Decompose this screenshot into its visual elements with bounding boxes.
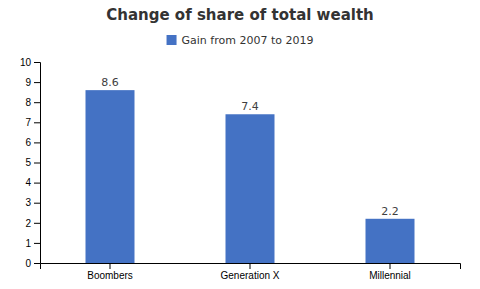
x-tick-mark bbox=[110, 263, 111, 269]
data-labels: 8.6 7.4 2.2 bbox=[101, 76, 399, 218]
title: Change of share of total wealth bbox=[106, 6, 374, 24]
y-axis: 0 1 2 3 4 5 6 7 8 9 10 bbox=[20, 57, 41, 269]
bar bbox=[366, 219, 415, 263]
y-tick-mark bbox=[34, 223, 40, 224]
plot: 0 1 2 3 4 5 6 7 8 9 10 Boombers Generation X Millenni… bbox=[20, 57, 461, 281]
legend-item: Gain from 2007 to 2019 bbox=[167, 34, 314, 47]
y-tick-label: 5 bbox=[25, 157, 31, 168]
data-label: 7.4 bbox=[241, 100, 259, 113]
y-tick-mark bbox=[34, 62, 40, 63]
y-tick: 0 bbox=[25, 258, 40, 269]
y-tick-label: 7 bbox=[25, 117, 31, 128]
y-tick: 3 bbox=[25, 197, 40, 208]
y-tick-label: 6 bbox=[25, 137, 31, 148]
legend-swatch bbox=[167, 35, 177, 45]
y-tick-label: 10 bbox=[20, 57, 32, 68]
x-tick: Boombers bbox=[87, 263, 133, 281]
y-tick-mark bbox=[34, 122, 40, 123]
y-tick-mark bbox=[34, 163, 40, 164]
y-tick-label: 3 bbox=[25, 197, 31, 208]
y-tick-mark bbox=[34, 142, 40, 143]
y-tick: 4 bbox=[25, 177, 40, 188]
y-tick-mark bbox=[34, 102, 40, 103]
bars bbox=[86, 90, 415, 263]
data-label: 2.2 bbox=[381, 205, 399, 218]
legend: Gain from 2007 to 2019 bbox=[167, 34, 314, 47]
chart: Change of share of total wealth 0 1 2 3 4 5 6 7 8… bbox=[0, 0, 480, 289]
y-tick-label: 8 bbox=[25, 97, 31, 108]
x-tick-mark bbox=[250, 263, 251, 269]
x-tick-label: Millennial bbox=[369, 270, 411, 281]
x-axis: Boombers Generation X Millennial bbox=[41, 263, 461, 281]
x-axis-line bbox=[41, 264, 461, 270]
y-axis-line bbox=[34, 63, 41, 264]
y-tick-mark bbox=[34, 263, 40, 264]
y-tick: 5 bbox=[25, 157, 40, 168]
x-tick-mark bbox=[390, 263, 391, 269]
data-label: 8.6 bbox=[101, 76, 119, 89]
y-tick-mark bbox=[34, 183, 40, 184]
x-tick-label: Generation X bbox=[221, 270, 280, 281]
legend-label: Gain from 2007 to 2019 bbox=[182, 34, 314, 47]
y-tick: 2 bbox=[25, 218, 40, 229]
y-tick-label: 9 bbox=[25, 77, 31, 88]
y-tick-label: 0 bbox=[25, 258, 31, 269]
y-tick: 1 bbox=[25, 238, 40, 249]
y-tick-mark bbox=[34, 203, 40, 204]
y-tick-label: 2 bbox=[25, 218, 31, 229]
y-tick-label: 1 bbox=[25, 238, 31, 249]
x-tick: Millennial bbox=[369, 263, 411, 281]
y-tick-label: 4 bbox=[25, 177, 31, 188]
y-tick: 10 bbox=[20, 57, 40, 68]
x-tick: Generation X bbox=[221, 263, 280, 281]
y-tick: 7 bbox=[25, 117, 40, 128]
y-tick-mark bbox=[34, 82, 40, 83]
y-tick: 9 bbox=[25, 77, 40, 88]
x-tick-label: Boombers bbox=[87, 270, 133, 281]
y-tick: 6 bbox=[25, 137, 40, 148]
y-tick: 8 bbox=[25, 97, 40, 108]
bar bbox=[86, 90, 135, 263]
y-tick-mark bbox=[34, 243, 40, 244]
bar bbox=[226, 114, 275, 263]
